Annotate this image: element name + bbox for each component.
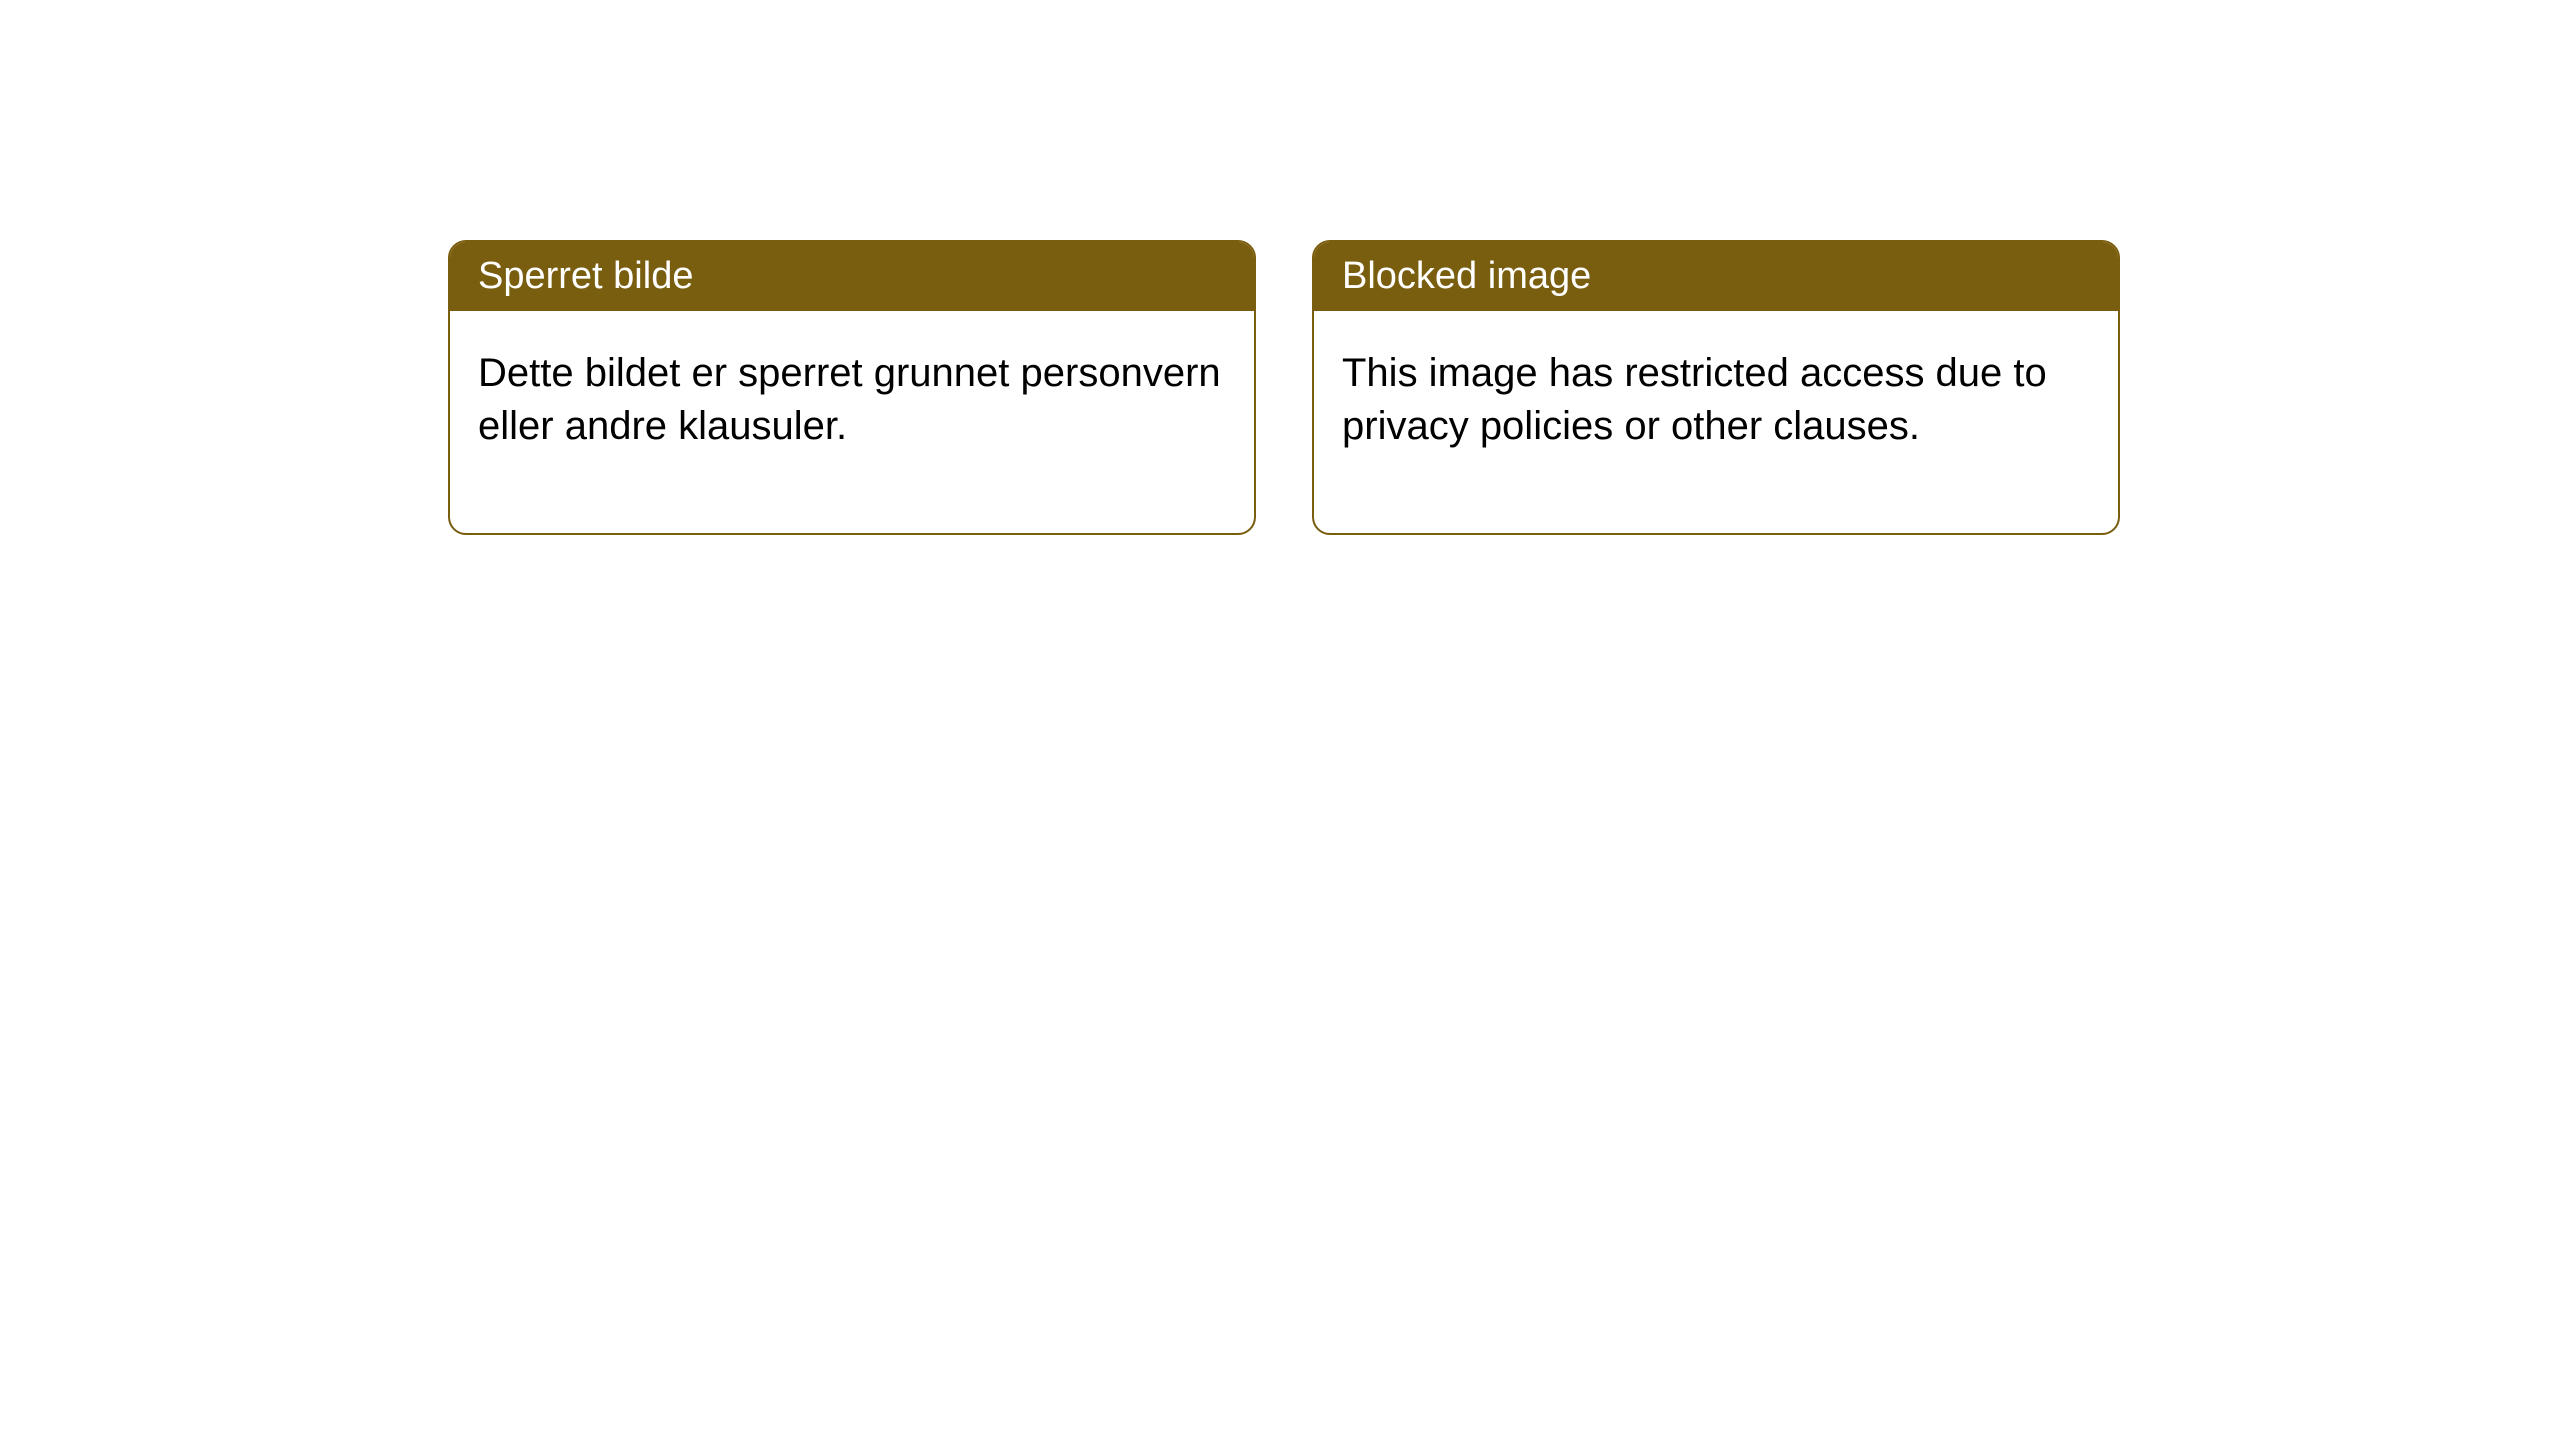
- notice-title-english: Blocked image: [1314, 242, 2118, 311]
- notice-box-english: Blocked image This image has restricted …: [1312, 240, 2120, 535]
- notice-title-norwegian: Sperret bilde: [450, 242, 1254, 311]
- notice-box-norwegian: Sperret bilde Dette bildet er sperret gr…: [448, 240, 1256, 535]
- notice-container: Sperret bilde Dette bildet er sperret gr…: [0, 0, 2560, 535]
- notice-body-norwegian: Dette bildet er sperret grunnet personve…: [450, 311, 1254, 533]
- notice-body-english: This image has restricted access due to …: [1314, 311, 2118, 533]
